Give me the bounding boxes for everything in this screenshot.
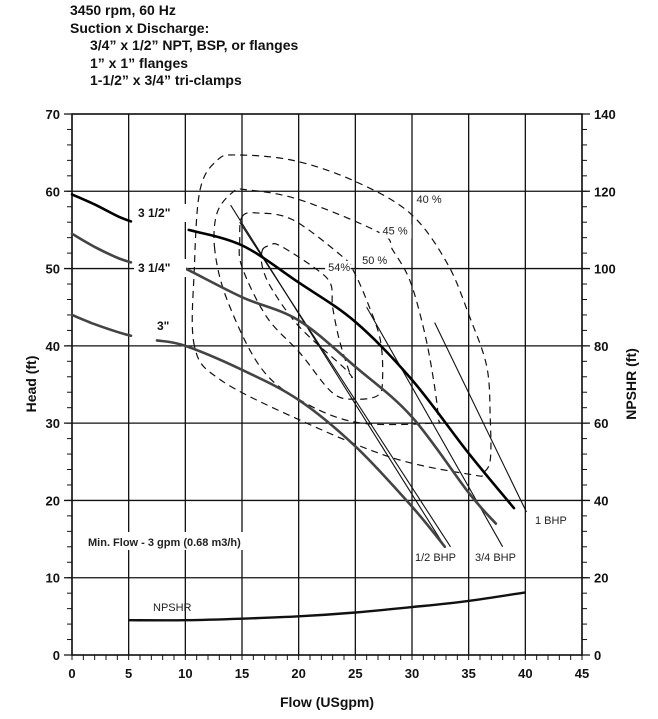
power-label: 1 BHP bbox=[535, 515, 567, 527]
power-line bbox=[239, 221, 451, 548]
head-curve bbox=[174, 264, 498, 525]
y2-tick-label: 60 bbox=[594, 416, 608, 431]
efficiency-label: 45 % bbox=[383, 226, 408, 238]
y2-tick-label: 120 bbox=[594, 184, 616, 199]
x-tick-label: 15 bbox=[235, 666, 249, 681]
efficiency-contours bbox=[191, 154, 492, 477]
efficiency-label-background bbox=[379, 224, 412, 239]
y2-tick-label: 100 bbox=[594, 262, 616, 277]
y2-tick-label: 40 bbox=[594, 493, 608, 508]
y-tick-label: 20 bbox=[46, 493, 60, 508]
y-tick-label: 50 bbox=[46, 262, 60, 277]
head-curve bbox=[155, 339, 447, 549]
x-tick-label: 45 bbox=[575, 666, 589, 681]
axis-ticks: 0 5 10 15 20 25 30 35 40 45 0 10 20 30 40 50 60 70 0 20 40 60… bbox=[46, 107, 616, 681]
impeller-label-background bbox=[134, 259, 186, 277]
head-curve bbox=[70, 232, 133, 264]
power-line bbox=[230, 204, 446, 548]
min-flow-note: Min. Flow - 3 gpm (0.68 m3/h) bbox=[88, 537, 241, 549]
chart-header: 3450 rpm, 60 Hz Suction x Discharge: 3/4… bbox=[70, 2, 298, 90]
y-tick-label: 70 bbox=[46, 107, 60, 122]
npshr-curve-group bbox=[128, 591, 526, 622]
y2-tick-label: 80 bbox=[594, 339, 608, 354]
y-tick-label: 10 bbox=[46, 571, 60, 586]
efficiency-label: 40 % bbox=[417, 194, 442, 206]
connection-option-3: 1-1/2” x 3/4” tri-clamps bbox=[90, 72, 242, 88]
x-tick-label: 10 bbox=[178, 666, 192, 681]
x-tick-label: 35 bbox=[461, 666, 475, 681]
curve-labels: 3 1/2" 3 1/4" 3" 40 % 45 % 50 % 54% 1/2 BHP 3/4 … bbox=[84, 192, 567, 614]
y-tick-label: 60 bbox=[46, 184, 60, 199]
y2-axis-label: NPSHR (ft) bbox=[623, 348, 639, 420]
impeller-label-background bbox=[153, 317, 177, 335]
x-tick-label: 25 bbox=[348, 666, 362, 681]
efficiency-label-background bbox=[413, 192, 446, 207]
y-tick-label: 30 bbox=[46, 416, 60, 431]
connection-option-2: 1” x 1” flanges bbox=[90, 54, 189, 71]
impeller-label-background bbox=[134, 204, 186, 222]
efficiency-label: 50 % bbox=[362, 255, 387, 267]
x-tick-label: 20 bbox=[291, 666, 305, 681]
efficiency-label-background bbox=[325, 260, 351, 275]
npshr-label: NPSHR bbox=[153, 602, 192, 614]
speed-label: 3450 rpm, 60 Hz bbox=[70, 2, 176, 18]
efficiency-contour bbox=[191, 154, 492, 477]
x-tick-label: 40 bbox=[518, 666, 532, 681]
y-tick-label: 40 bbox=[46, 339, 60, 354]
y2-tick-label: 0 bbox=[594, 648, 601, 663]
impeller-diameter-label: 3 1/4" bbox=[138, 261, 170, 275]
x-tick-label: 0 bbox=[68, 666, 75, 681]
head-curves bbox=[70, 193, 516, 549]
efficiency-contour bbox=[213, 188, 441, 426]
impeller-diameter-label: 3" bbox=[157, 319, 169, 333]
y-tick-label: 0 bbox=[53, 648, 60, 663]
min-flow-background bbox=[84, 532, 274, 550]
grid bbox=[64, 113, 590, 660]
y2-tick-label: 20 bbox=[594, 571, 608, 586]
x-tick-label: 30 bbox=[405, 666, 419, 681]
head-curve bbox=[70, 313, 133, 338]
y-axis-label: Head (ft) bbox=[23, 356, 39, 413]
y2-tick-label: 140 bbox=[594, 107, 616, 122]
head-curve bbox=[187, 228, 516, 510]
plot-frame bbox=[71, 113, 583, 656]
x-tick-label: 5 bbox=[125, 666, 132, 681]
npshr-curve bbox=[128, 591, 526, 622]
connection-option-1: 3/4” x 1/2” NPT, BSP, or flanges bbox=[90, 37, 299, 53]
x-axis-label: Flow (USgpm) bbox=[280, 694, 374, 710]
power-line bbox=[434, 322, 527, 513]
suction-discharge-label: Suction x Discharge: bbox=[70, 19, 210, 36]
impeller-diameter-label: 3 1/2" bbox=[138, 206, 170, 220]
power-label: 3/4 BHP bbox=[475, 552, 516, 564]
head-curve bbox=[70, 193, 133, 223]
efficiency-label: 54% bbox=[328, 262, 350, 274]
efficiency-label-background bbox=[359, 253, 392, 268]
power-label: 1/2 BHP bbox=[415, 552, 456, 564]
